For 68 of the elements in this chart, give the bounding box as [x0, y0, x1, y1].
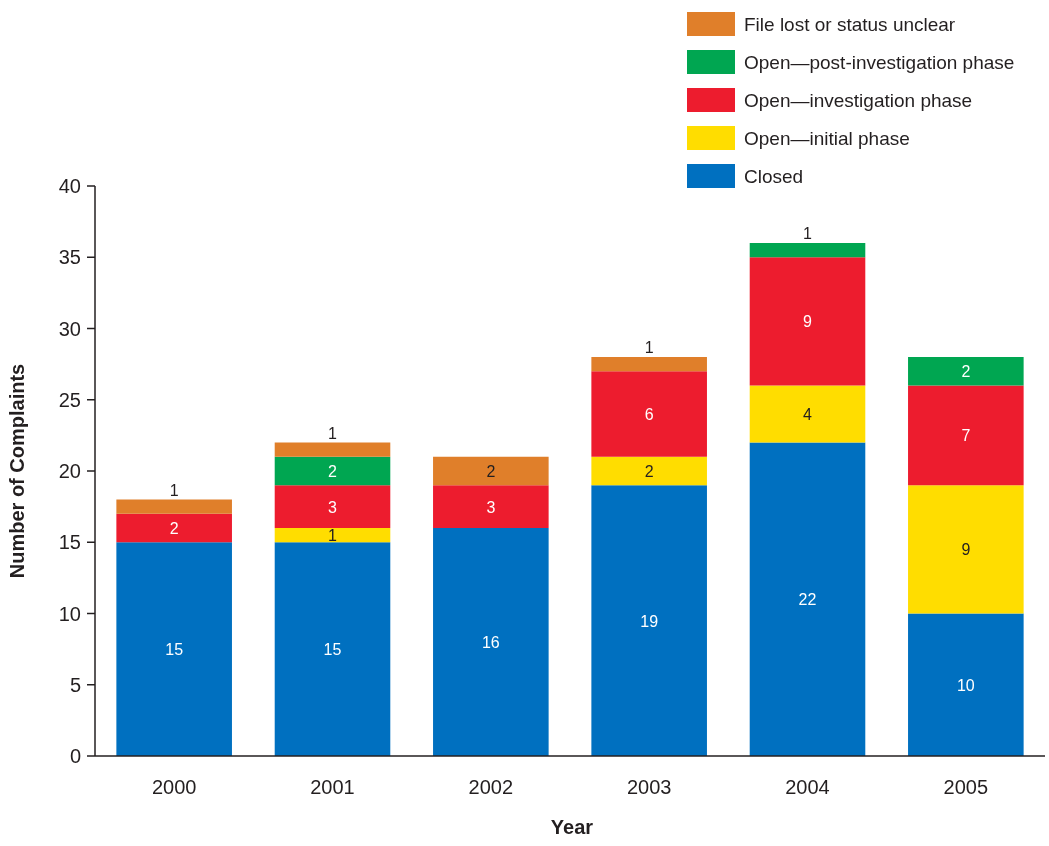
data-label: 15	[165, 641, 184, 659]
data-label: 2	[644, 463, 654, 480]
bar	[908, 485, 1024, 614]
legend-label: Open—post-investigation phase	[744, 52, 1015, 73]
bar	[749, 442, 866, 756]
y-axis-title: Number of Complaints	[6, 363, 28, 579]
bar	[749, 243, 866, 258]
bar	[908, 357, 1024, 386]
bar	[591, 371, 707, 457]
y-tick-label: 5	[69, 673, 81, 696]
data-label: 2	[961, 363, 971, 381]
legend-label: Closed	[744, 166, 804, 187]
x-tick-label: 2005	[943, 776, 989, 798]
bar	[433, 485, 549, 528]
y-tick-label: 20	[58, 460, 81, 482]
data-label: 10	[956, 676, 975, 694]
data-label: 3	[486, 498, 496, 516]
data-label: 15	[323, 641, 342, 659]
data-label: 4	[803, 406, 813, 423]
bar	[908, 613, 1024, 756]
data-label: 19	[640, 612, 659, 630]
legend-label: File lost or status unclear	[744, 14, 956, 35]
bar	[116, 499, 232, 514]
bar	[274, 442, 391, 457]
data-label: 3	[328, 498, 338, 516]
y-tick-label: 30	[58, 317, 81, 340]
x-tick-label: 2004	[785, 776, 830, 798]
data-label: 7	[961, 427, 971, 445]
x-tick-label: 2000	[151, 776, 197, 798]
data-label: 1	[328, 527, 338, 545]
data-label: 2	[328, 463, 338, 480]
y-tick-label: 15	[58, 531, 81, 554]
data-label: 2	[486, 463, 496, 480]
legend-label: Open—initial phase	[744, 128, 910, 149]
bar	[274, 542, 391, 756]
y-tick-label: 35	[58, 246, 81, 269]
x-tick-label: 2001	[310, 776, 355, 798]
bar	[274, 456, 391, 486]
data-label: 2	[169, 520, 179, 537]
x-tick-label: 2002	[468, 776, 514, 798]
legend-label: Open—investigation phase	[744, 90, 973, 111]
data-label: 1	[644, 339, 654, 356]
bar	[274, 528, 391, 543]
bar	[433, 528, 549, 756]
y-tick-label: 10	[58, 602, 81, 625]
data-label: 22	[798, 591, 817, 609]
data-label: 16	[481, 634, 500, 651]
bar	[116, 513, 232, 543]
bar	[908, 385, 1024, 486]
y-tick-label: 25	[58, 388, 81, 411]
y-tick-label: 0	[69, 745, 81, 767]
bar	[749, 257, 866, 386]
x-tick-label: 2003	[626, 776, 672, 798]
data-label: 9	[803, 313, 813, 331]
data-label: 6	[644, 406, 654, 423]
data-label: 1	[169, 481, 179, 499]
data-label: 1	[803, 225, 813, 242]
y-tick-label: 40	[58, 175, 81, 197]
bar	[591, 456, 707, 486]
x-axis-title: Year	[550, 816, 594, 838]
bar	[116, 542, 232, 756]
bar	[591, 485, 707, 756]
data-label: 1	[328, 424, 338, 442]
data-label: 9	[961, 541, 971, 559]
bar	[274, 485, 391, 528]
bar	[591, 357, 707, 372]
bar	[433, 456, 549, 486]
bar	[749, 385, 866, 443]
